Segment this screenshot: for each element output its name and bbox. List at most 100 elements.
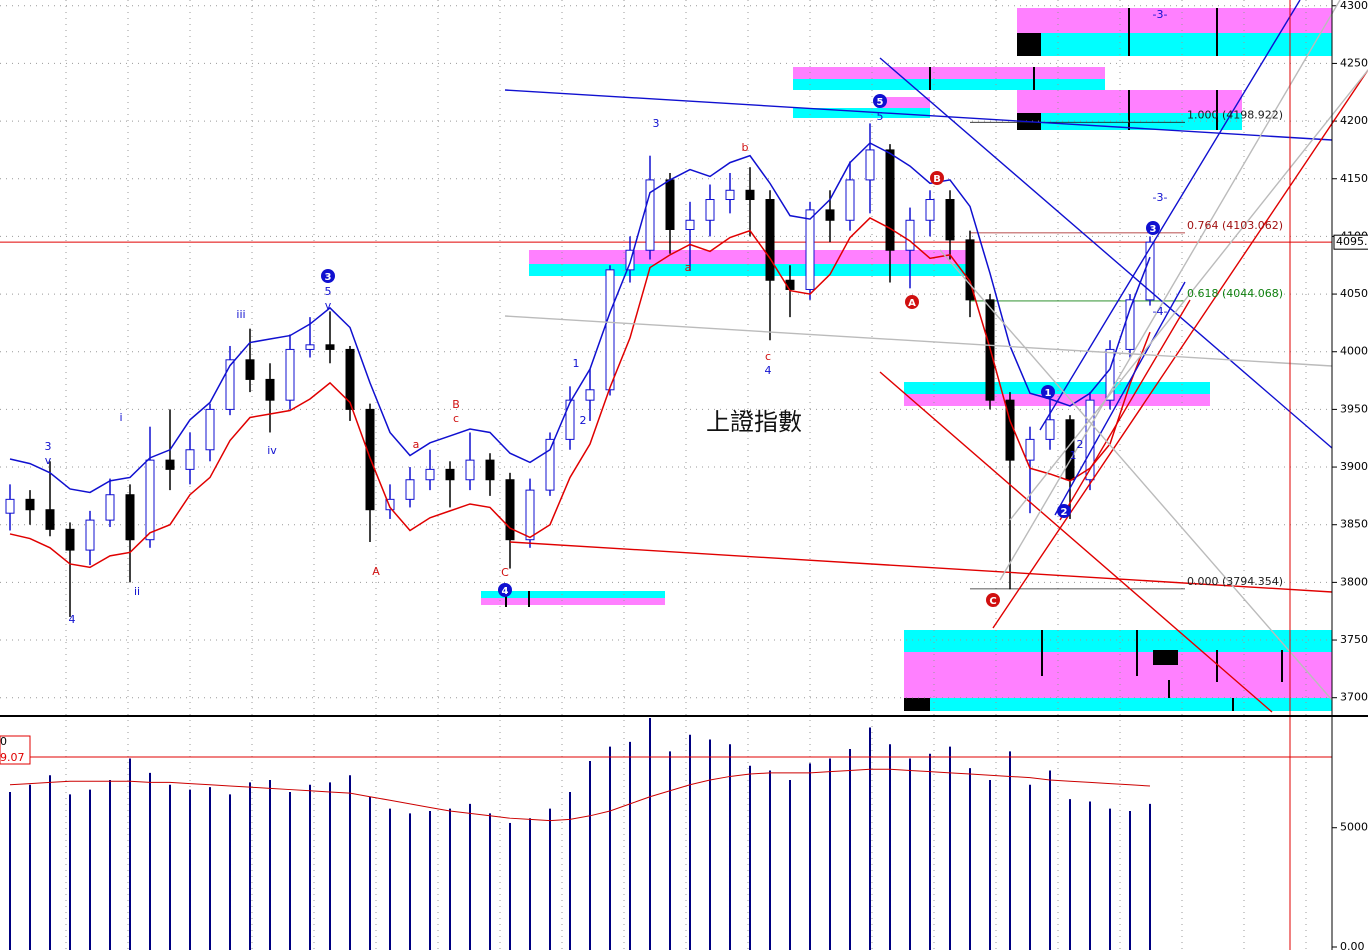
wave-label: i <box>119 411 122 424</box>
wave-label: v <box>325 299 332 312</box>
wave-label: b <box>742 141 749 154</box>
overlay-line <box>9 217 1151 569</box>
volume-label: 0 <box>0 735 7 748</box>
candle-body <box>525 489 535 541</box>
wave-circle <box>1146 221 1160 235</box>
fib-label: 0.618 (4044.068) <box>1187 287 1283 300</box>
candle-body <box>565 399 575 440</box>
fib-label: 0.000 (3794.354) <box>1187 575 1283 588</box>
wave-label: 4 <box>765 364 772 377</box>
candle-body <box>945 199 955 241</box>
fib-label: 0.764 (4103.062) <box>1187 219 1283 232</box>
candle-body <box>1045 419 1055 440</box>
candle-body <box>265 378 275 401</box>
y-tick-label: 4200 <box>1340 114 1368 127</box>
fib-label: 1.000 (4198.922) <box>1187 108 1283 121</box>
candle-body <box>545 438 555 491</box>
candle-body <box>665 179 675 230</box>
wave-label: B <box>452 398 460 411</box>
candle-body <box>185 449 195 470</box>
candle-body <box>145 459 155 541</box>
wave-circle <box>1057 504 1071 518</box>
candle-body <box>385 498 395 511</box>
wave-circle <box>930 171 944 185</box>
y-tick-label: 3850 <box>1340 518 1368 531</box>
candle-body <box>765 199 775 281</box>
candle-body <box>885 149 895 251</box>
candle-body <box>165 459 175 470</box>
wave-label: v <box>45 454 52 467</box>
y-tick-label: 3750 <box>1340 633 1368 646</box>
candle-body <box>285 348 295 401</box>
wave-label: iii <box>236 308 245 321</box>
candle-body <box>25 498 35 511</box>
wave-label: 5 <box>877 97 884 108</box>
wave-label: 3 <box>653 117 660 130</box>
candle-body <box>345 348 355 410</box>
y-tick-label: 3950 <box>1340 402 1368 415</box>
wave-label: 2 <box>580 414 587 427</box>
wave-label: 1 <box>573 357 580 370</box>
candle-body <box>105 494 115 521</box>
wave-circle <box>321 269 335 283</box>
candle-body <box>205 408 215 451</box>
wave-circle <box>873 94 887 108</box>
candle-body <box>85 519 95 551</box>
candle-body <box>485 459 495 481</box>
candle-body <box>505 479 515 541</box>
wave-label: iv <box>267 444 277 457</box>
candle-body <box>445 468 455 481</box>
wave-label: A <box>908 298 916 309</box>
wave-label: -4- <box>1153 305 1168 318</box>
candle-body <box>685 219 695 230</box>
wave-label: C <box>501 566 509 579</box>
candle-body <box>585 389 595 401</box>
chart-title: 上證指數 <box>706 408 802 436</box>
candle-body <box>725 189 735 201</box>
y-tick-label: 4250 <box>1340 56 1368 69</box>
last-price-label: 4095. <box>1336 235 1368 248</box>
y-tick-label: 4150 <box>1340 172 1368 185</box>
volume-tick-label: 0.00 <box>1340 940 1365 950</box>
y-tick-label: 4000 <box>1340 345 1368 358</box>
wave-label: B <box>933 174 941 185</box>
candle-body <box>245 359 255 380</box>
candle-body <box>605 269 615 391</box>
y-tick-label: 4050 <box>1340 287 1368 300</box>
candle-body <box>865 149 875 181</box>
wave-label: 2 <box>1077 438 1084 451</box>
wave-label: 5 <box>325 285 332 298</box>
wave-circle <box>986 593 1000 607</box>
candle-body <box>5 498 15 514</box>
wave-label: 1 <box>1070 449 1077 462</box>
candle-body <box>925 199 935 221</box>
wave-label: ii <box>134 585 140 598</box>
wave-label: c <box>453 412 459 425</box>
candle-body <box>845 179 855 221</box>
candle-body <box>65 528 75 551</box>
wave-circle <box>905 295 919 309</box>
volume-tick-label: 5000 <box>1340 821 1368 834</box>
y-tick-label: 3700 <box>1340 691 1368 704</box>
candle-body <box>305 344 315 350</box>
wave-label: C <box>989 596 996 607</box>
wave-label: 4 <box>502 586 509 597</box>
volume-label: 9.07 <box>0 751 25 764</box>
wave-label: 1 <box>1045 388 1052 399</box>
last-price-box <box>1333 234 1368 250</box>
wave-label: -3- <box>1153 191 1168 204</box>
candle-body <box>45 509 55 530</box>
candle-body <box>465 459 475 481</box>
candle-body <box>1085 399 1095 481</box>
candle-body <box>1145 241 1155 301</box>
candle-body <box>425 468 435 481</box>
candle-body <box>225 359 235 410</box>
wave-label: A <box>372 565 380 578</box>
overlay-line <box>9 142 1151 494</box>
candle-body <box>125 494 135 541</box>
wave-label: a <box>413 438 420 451</box>
candle-body <box>705 199 715 221</box>
